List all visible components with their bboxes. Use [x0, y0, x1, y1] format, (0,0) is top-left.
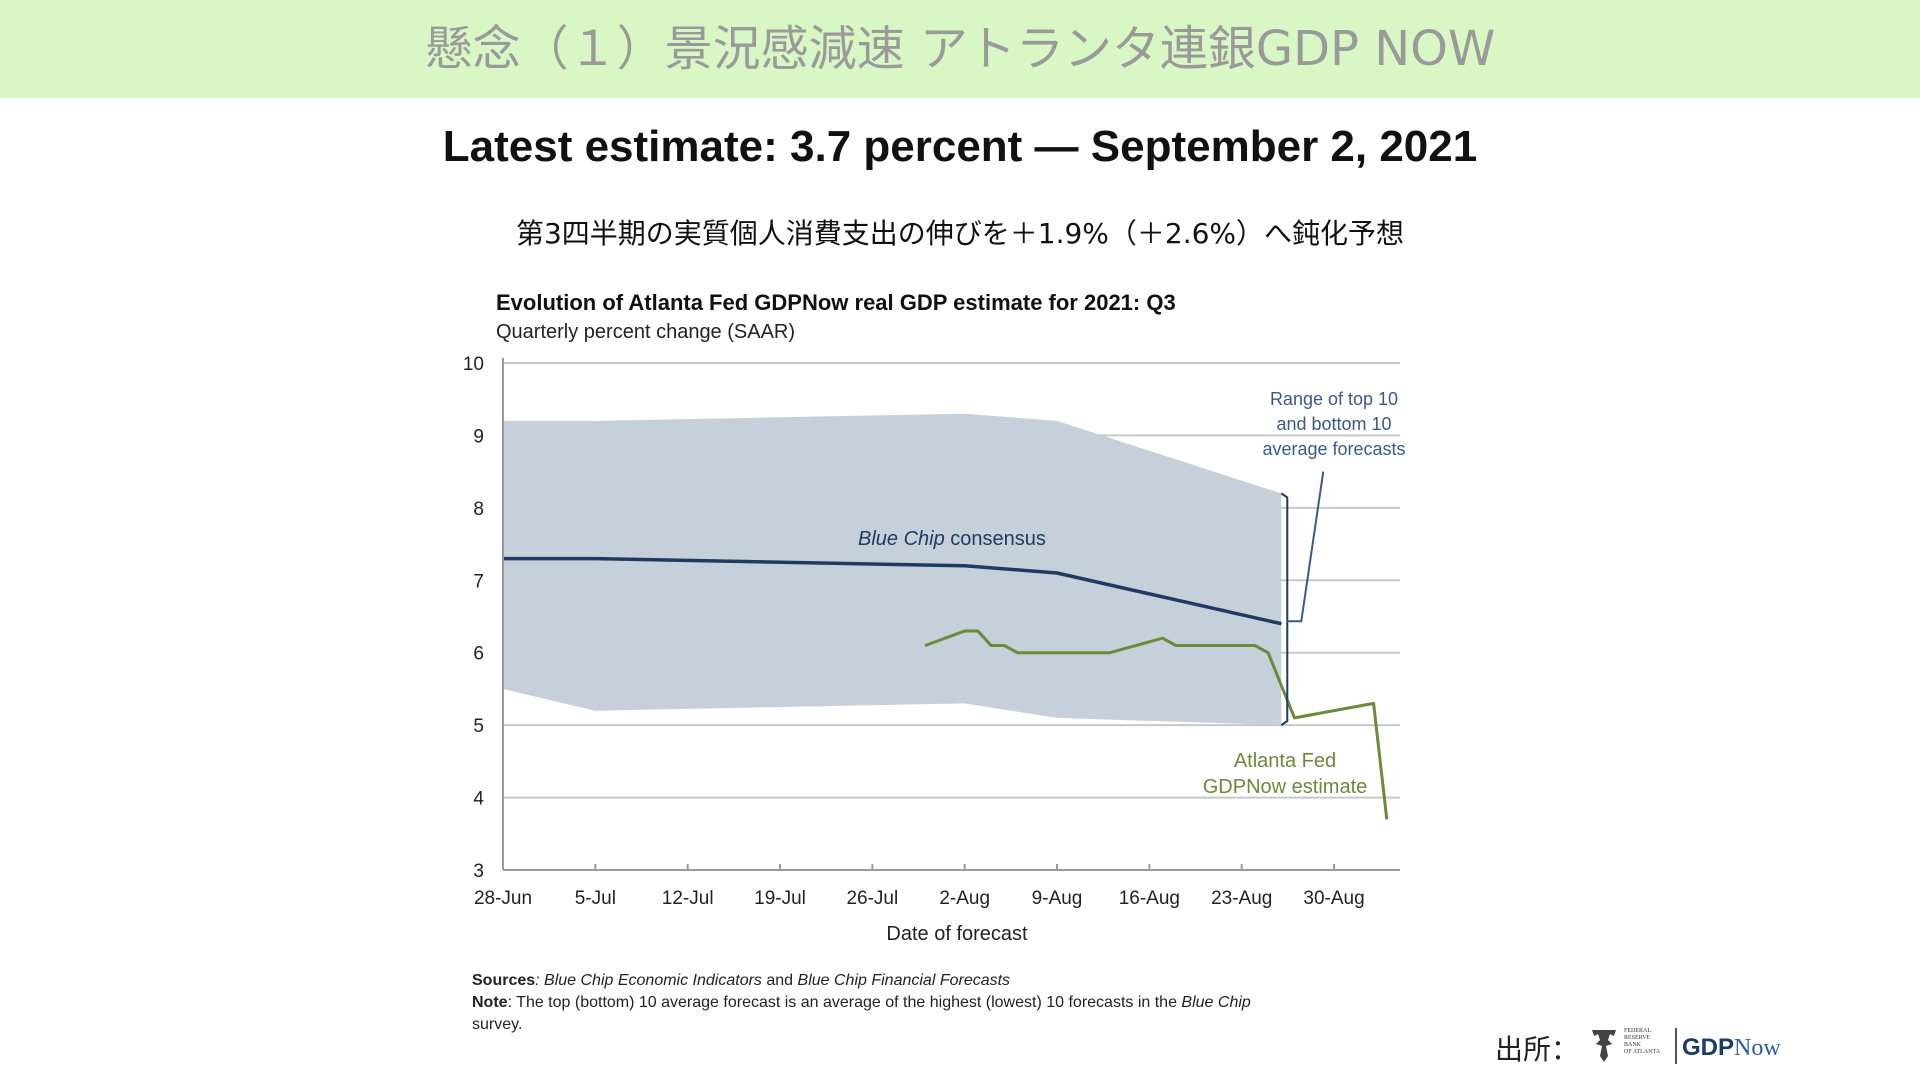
sources-part-2: Blue Chip Financial Forecasts — [798, 972, 1011, 989]
gdpnow-estimate-point — [1109, 652, 1111, 654]
sources-label: Sources — [472, 972, 535, 989]
gdpnow-logo-gdp: GDP — [1682, 1034, 1735, 1061]
blue-chip-consensus-point — [1056, 572, 1058, 574]
gdpnow-estimate-point — [1016, 652, 1018, 654]
frb-text: FEDERAL RESERVE BANK of ATLANTA — [1624, 1028, 1661, 1055]
y-tick-label-7: 7 — [473, 571, 484, 592]
gdpnow-estimate-point — [990, 644, 992, 646]
sources-part-1: Blue Chip Economic Indicators — [544, 972, 762, 989]
gdpnow-estimate-point — [1386, 818, 1388, 820]
series-lines — [502, 471, 1389, 820]
gdpnow-estimate-point — [1267, 652, 1269, 654]
x-tick-label-5: 2-Aug — [939, 888, 990, 909]
gdpnow-logo: GDPNow — [1682, 1034, 1781, 1062]
slide-subtitle: 第3四半期の実質個人消費支出の伸びを＋1.9%（＋2.6%）へ鈍化予想 — [515, 217, 1405, 250]
blue-chip-consensus-point — [594, 558, 596, 560]
forecast-range-area — [503, 413, 1282, 726]
gdpnow-label-line-1: Atlanta Fed — [1234, 750, 1336, 772]
blue-chip-consensus-point — [1280, 623, 1282, 625]
note-line-2: survey. — [472, 1016, 522, 1033]
range-leader-line — [1287, 471, 1325, 623]
x-tick-label-3: 19-Jul — [754, 888, 806, 909]
sources-and: and — [762, 972, 798, 989]
x-tick-label-4: 26-Jul — [846, 888, 898, 909]
x-tick-label-0: 28-Jun — [474, 888, 532, 909]
gdpnow-estimate-point — [924, 644, 926, 646]
consensus-label-rest: consensus — [945, 528, 1046, 550]
gdpnow-estimate-point — [1293, 717, 1295, 719]
y-tick-label-5: 5 — [473, 716, 484, 737]
band-label-line-3: average forecasts — [1262, 439, 1405, 459]
note-italic: Blue Chip — [1181, 994, 1250, 1011]
note-label: Note — [472, 994, 508, 1011]
y-tick-label-4: 4 — [473, 789, 484, 810]
band-label-line-1: Range of top 10 — [1270, 389, 1398, 409]
chart-subtitle: Quarterly percent change (SAAR) — [496, 321, 795, 343]
gdpnow-estimate-point — [1162, 637, 1164, 639]
note-line-1: Note: The top (bottom) 10 average foreca… — [472, 994, 1251, 1011]
gdpnow-estimate-point — [964, 630, 966, 632]
y-tick-label-3: 3 — [473, 861, 484, 882]
forecast-range-band — [503, 413, 1282, 726]
title-banner — [0, 0, 1920, 98]
gdpnow-estimate-point — [1003, 644, 1005, 646]
frb-atlanta-logo: FEDERAL RESERVE BANK of ATLANTA — [1590, 1026, 1685, 1066]
y-tick-label-10: 10 — [463, 354, 484, 375]
consensus-label-italic: Blue Chip — [858, 528, 945, 550]
eagle-seal-icon — [1592, 1030, 1616, 1062]
logo-divider — [1675, 1028, 1677, 1064]
gdpnow-estimate-point — [1373, 702, 1375, 704]
gdpnow-logo-now: Now — [1734, 1035, 1781, 1061]
x-tick-label-1: 5-Jul — [575, 888, 616, 909]
axes: 3 4 5 6 7 8 9 10 28-Jun 5-Jul 12-Jul 19-Jul 26-Jul 2-… — [463, 354, 1400, 909]
x-axis-title: Date of forecast — [886, 923, 1028, 945]
consensus-label: Blue Chip consensus — [858, 528, 1046, 550]
x-tick-label-7: 16-Aug — [1119, 888, 1180, 909]
x-tick-label-2: 12-Jul — [662, 888, 714, 909]
x-tick-label-8: 23-Aug — [1211, 888, 1272, 909]
gdpnow-estimate-point — [977, 630, 979, 632]
note-text: : The top (bottom) 10 average forecast i… — [508, 994, 1182, 1011]
gdpnow-estimate-point — [1254, 644, 1256, 646]
slide-title: 懸念（１）景況感減速 アトランタ連銀GDP NOW — [424, 21, 1496, 77]
x-tick-label-9: 30-Aug — [1303, 888, 1364, 909]
chart-text: Evolution of Atlanta Fed GDPNow real GDP… — [472, 290, 1406, 1033]
y-tick-label-8: 8 — [473, 499, 484, 520]
latest-estimate-headline: Latest estimate: 3.7 percent — September… — [442, 122, 1478, 171]
sources-note: Sources: Blue Chip Economic Indicators a… — [472, 972, 1010, 989]
y-tick-label-6: 6 — [473, 644, 484, 665]
source-label: 出所： — [1495, 1033, 1580, 1066]
x-tick-label-6: 9-Aug — [1032, 888, 1083, 909]
gdpnow-estimate-line — [924, 629, 1389, 820]
sources-sep: : — [535, 972, 544, 989]
gdpnow-estimate-point — [1175, 644, 1177, 646]
range-bracket — [1280, 492, 1289, 726]
blue-chip-consensus-point — [964, 565, 966, 567]
gdpnow-label-line-2: GDPNow estimate — [1203, 776, 1368, 798]
band-label-line-2: and bottom 10 — [1276, 414, 1391, 434]
chart-title: Evolution of Atlanta Fed GDPNow real GDP… — [496, 290, 1176, 315]
y-tick-label-9: 9 — [473, 426, 484, 447]
